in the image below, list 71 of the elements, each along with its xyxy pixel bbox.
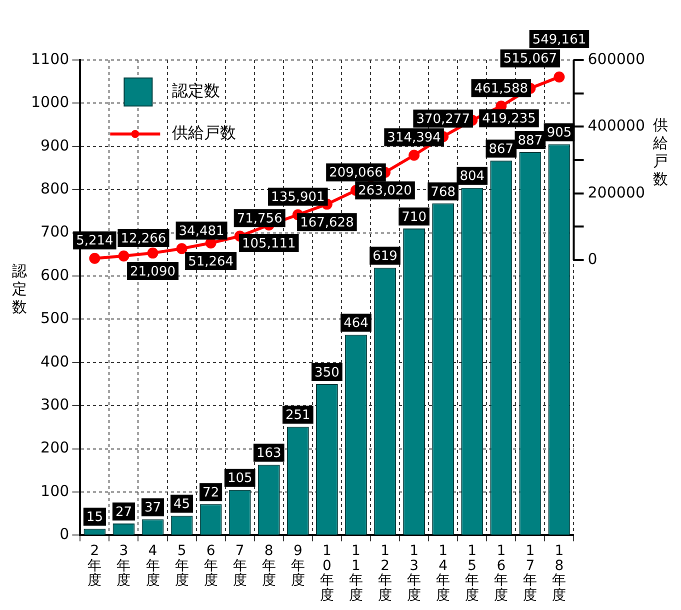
- data-label: 21,090: [130, 264, 176, 280]
- y-tick-label: 100: [40, 482, 70, 500]
- data-label: 72: [202, 485, 220, 500]
- x-tick-label: 17年度: [523, 543, 538, 604]
- y-tick-label: 0: [60, 525, 70, 544]
- data-label: 37: [144, 500, 162, 516]
- data-label: 51,264: [188, 254, 234, 270]
- data-label: 167,628: [300, 216, 354, 231]
- data-label: 710: [402, 210, 426, 225]
- data-label: 163: [256, 446, 282, 462]
- data-label: 15: [86, 510, 103, 526]
- x-tick-label: 11年度: [348, 543, 363, 604]
- x-tick-label: 7年度: [232, 543, 247, 589]
- y2-tick-label: 0: [588, 250, 598, 268]
- x-tick-label: 16年度: [494, 543, 508, 604]
- x-tick-label: 15年度: [465, 543, 480, 604]
- data-label: 105: [227, 471, 252, 486]
- data-label: 209,066: [329, 166, 383, 181]
- data-label: 251: [286, 408, 310, 424]
- y-tick-label: 900: [40, 136, 70, 154]
- data-label: 314,394: [387, 130, 441, 146]
- x-tick-label: 2年度: [88, 543, 102, 589]
- x-tick-label: 18年度: [552, 543, 566, 604]
- data-label: 419,235: [482, 112, 536, 127]
- data-label: 105,111: [242, 236, 296, 252]
- x-tick-label: 10年度: [320, 543, 334, 604]
- data-label: 768: [430, 184, 456, 200]
- data-label: 71,756: [236, 212, 282, 227]
- y-tick-label: 800: [40, 179, 70, 198]
- data-label: 867: [488, 142, 514, 158]
- data-label: 804: [460, 169, 485, 184]
- y-tick-label: 600: [40, 266, 70, 284]
- x-tick-label: 12年度: [378, 543, 392, 604]
- x-tick-label: 3年度: [116, 543, 131, 589]
- data-label: 12,266: [120, 231, 166, 246]
- y-tick-label: 1000: [30, 93, 70, 112]
- data-label: 887: [518, 133, 543, 148]
- legend-label: 供給戸数: [172, 123, 236, 142]
- legend-label: 認定数: [172, 81, 220, 100]
- data-label: 461,588: [474, 82, 528, 97]
- data-label: 5,214: [76, 234, 114, 249]
- x-tick-label: 4年度: [146, 543, 160, 589]
- data-label: 263,020: [358, 184, 412, 199]
- x-tick-label: 5年度: [174, 543, 189, 589]
- y2-tick-label: 600000: [588, 50, 646, 68]
- x-tick-label: 14年度: [436, 543, 450, 604]
- y2-tick-label: 200000: [588, 183, 646, 202]
- y2-tick-label: 400000: [588, 116, 646, 135]
- y-tick-label: 700: [40, 222, 70, 241]
- y-tick-label: 200: [40, 438, 70, 457]
- data-label: 549,161: [532, 32, 586, 48]
- x-tick-label: 13年度: [407, 543, 422, 604]
- x-tick-label: 8年度: [262, 543, 276, 589]
- data-label: 34,481: [178, 224, 224, 239]
- data-label: 464: [344, 316, 368, 332]
- y2-axis-title: 供給戸数: [653, 116, 668, 188]
- data-label: 135,901: [271, 190, 325, 206]
- y-tick-label: 500: [40, 309, 70, 328]
- data-label: 350: [314, 365, 340, 380]
- y-tick-label: 300: [40, 395, 70, 414]
- y-axis-title: 認定数: [12, 262, 27, 316]
- data-label: 45: [174, 497, 190, 512]
- data-label: 515,067: [503, 52, 558, 67]
- y-tick-label: 1100: [30, 50, 70, 68]
- x-tick-label: 6年度: [204, 543, 218, 589]
- y-tick-label: 400: [40, 352, 70, 370]
- data-label: 905: [546, 126, 572, 141]
- data-label: 619: [372, 249, 398, 264]
- data-label: 370,277: [416, 112, 470, 127]
- x-tick-label: 9年度: [290, 543, 305, 589]
- data-label: 27: [115, 504, 132, 520]
